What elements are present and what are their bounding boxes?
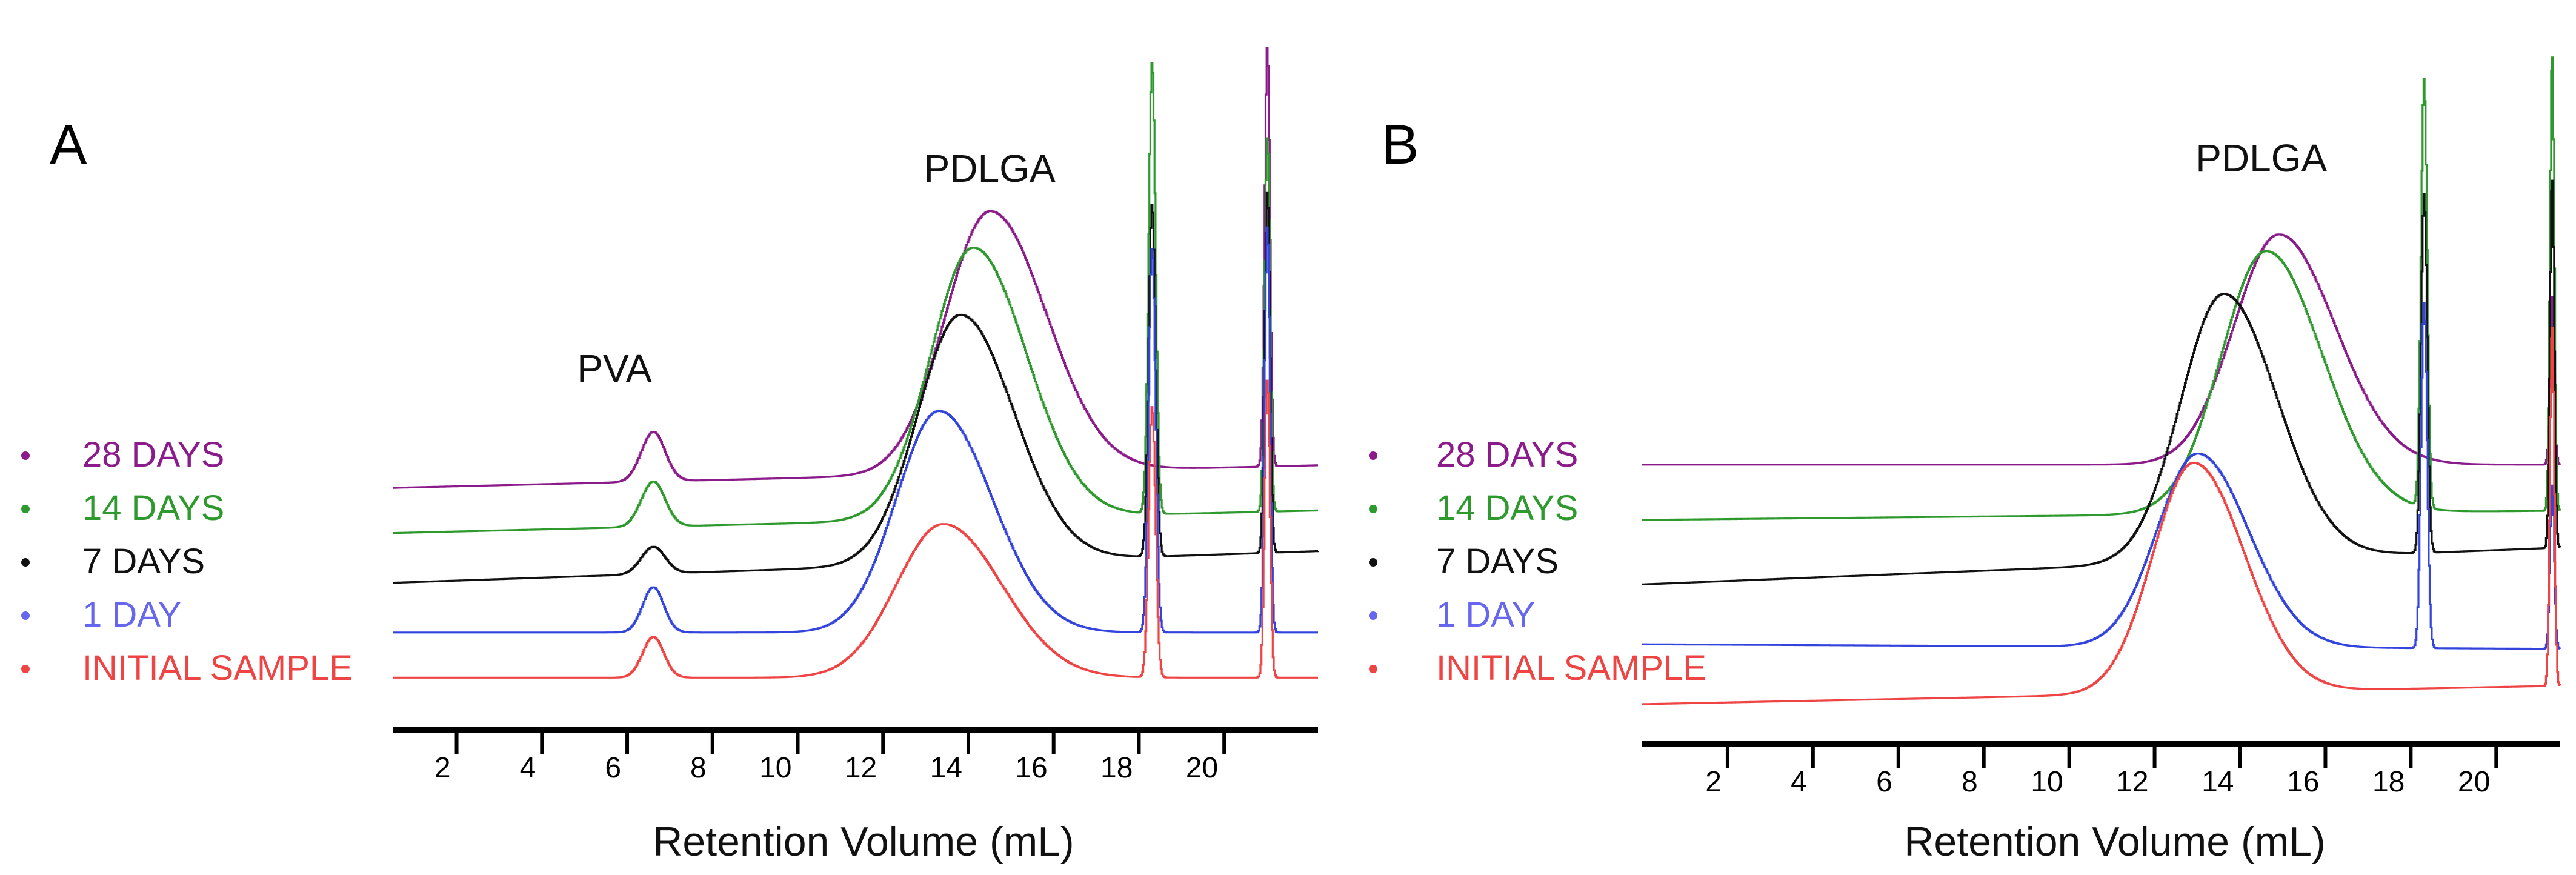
legend-label-7-days: 7 DAYS — [82, 542, 205, 581]
panel-b: B PDLGA 2 4 6 8 10 12 14 16 18 20 Retention Volume (… — [1369, 56, 2561, 865]
legend: 28 DAYS 14 DAYS 7 DAYS 1 DAY INITIAL SAMPLE — [1369, 435, 1706, 688]
series-line-7-days — [1642, 179, 2561, 585]
x-tick-label: 16 — [1015, 752, 1047, 784]
x-tick-label: 14 — [2202, 766, 2234, 798]
peak-label-pdlga: PDLGA — [2195, 136, 2327, 180]
x-tick-label: 6 — [605, 752, 621, 784]
legend-label-1-day: 1 DAY — [1436, 595, 1535, 634]
x-tick-label: 4 — [1791, 766, 1807, 798]
series-line-28-days — [393, 47, 1318, 489]
legend-marker-initial-sample — [1369, 665, 1377, 673]
x-tick-label: 2 — [1705, 766, 1722, 798]
legend-marker-7-days — [1369, 558, 1377, 567]
x-axis-title: Retention Volume (mL) — [653, 819, 1074, 865]
x-tick-label: 8 — [1962, 766, 1978, 798]
panel-label: B — [1382, 114, 1419, 176]
legend-marker-1-day — [21, 611, 30, 620]
x-tick-label: 16 — [2287, 766, 2319, 798]
legend-label-initial-sample: INITIAL SAMPLE — [1436, 648, 1706, 688]
x-tick-label: 18 — [2372, 766, 2405, 798]
peak-label-pva: PVA — [577, 347, 652, 390]
legend-marker-initial-sample — [21, 665, 30, 673]
series-line-initial-sample — [393, 379, 1318, 679]
legend-marker-14-days — [21, 505, 30, 513]
x-tick-label: 8 — [690, 752, 707, 784]
x-tick-label: 18 — [1100, 752, 1133, 784]
panel-a: A PVA PDLGA 2 4 6 8 10 12 14 16 18 20 Retention Volum… — [21, 47, 1319, 865]
x-tick-label: 6 — [1876, 766, 1892, 798]
legend-label-initial-sample: INITIAL SAMPLE — [82, 648, 353, 688]
series-group — [393, 47, 1319, 679]
x-tick-label: 10 — [2031, 766, 2063, 798]
series-group — [1642, 56, 2561, 705]
series-line-initial-sample — [1642, 327, 2561, 705]
legend-marker-14-days — [1369, 505, 1377, 513]
series-line-14-days — [393, 62, 1318, 534]
legend-label-14-days: 14 DAYS — [82, 488, 224, 528]
series-line-7-days — [393, 191, 1319, 584]
legend-marker-1-day — [1369, 611, 1377, 620]
x-tick-label: 12 — [845, 752, 877, 784]
legend-label-14-days: 14 DAYS — [1436, 488, 1578, 528]
legend-marker-7-days — [21, 558, 30, 567]
series-line-14-days — [1642, 56, 2561, 521]
x-tick-label: 20 — [1186, 752, 1218, 784]
x-axis-title: Retention Volume (mL) — [1904, 819, 2325, 865]
x-tick-label: 10 — [759, 752, 791, 784]
series-line-1-day — [1642, 302, 2561, 650]
legend-label-28-days: 28 DAYS — [1436, 435, 1578, 474]
peak-label-pdlga: PDLGA — [924, 147, 1056, 190]
legend-label-28-days: 28 DAYS — [82, 435, 224, 474]
legend-marker-28-days — [1369, 451, 1377, 460]
legend-label-7-days: 7 DAYS — [1436, 542, 1559, 581]
x-tick-label: 12 — [2116, 766, 2148, 798]
legend-label-1-day: 1 DAY — [82, 595, 181, 634]
legend: 28 DAYS 14 DAYS 7 DAYS 1 DAY INITIAL SAMPLE — [21, 435, 353, 688]
panel-label: A — [50, 114, 87, 176]
x-tick-label: 2 — [434, 752, 451, 784]
x-tick-label: 14 — [930, 752, 962, 784]
x-tick-label: 20 — [2458, 766, 2490, 798]
series-line-1-day — [393, 226, 1318, 634]
legend-marker-28-days — [21, 451, 30, 460]
x-tick-label: 4 — [520, 752, 536, 784]
